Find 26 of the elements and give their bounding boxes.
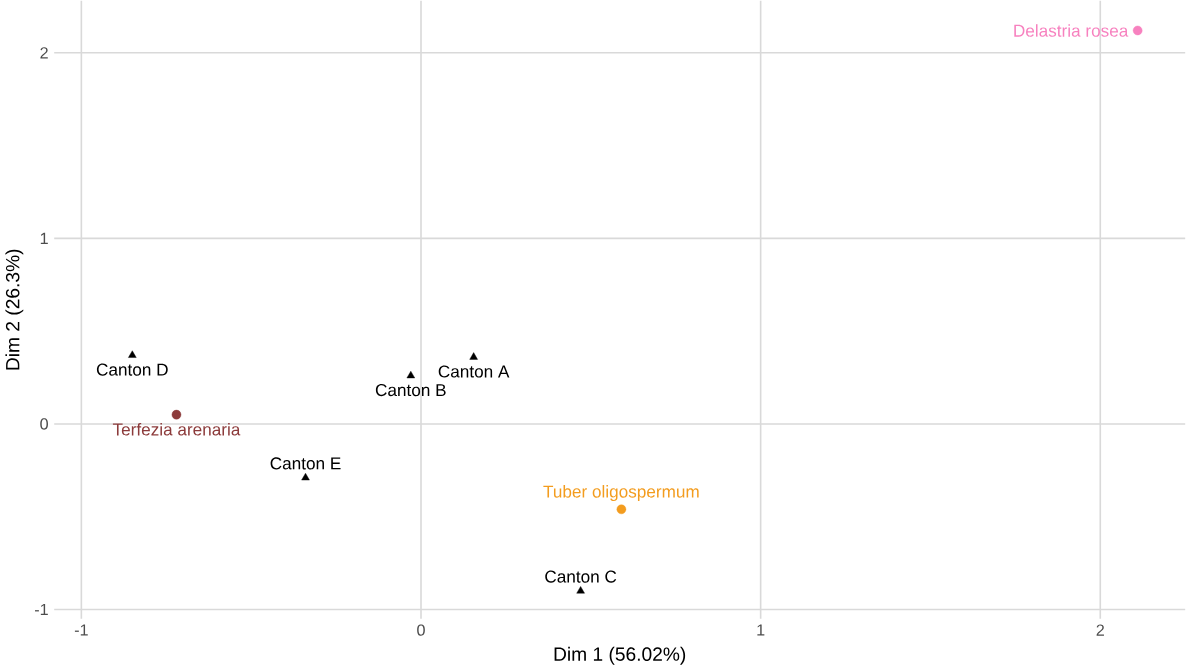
y-axis-title: Dim 2 (26.3%)	[5, 249, 24, 370]
point	[1132, 25, 1143, 36]
point	[576, 586, 585, 594]
series-label: Canton B	[375, 383, 446, 397]
series-label: Canton A	[438, 365, 510, 378]
x-tick-label: 0	[417, 624, 425, 636]
point	[128, 350, 137, 358]
series-label: Canton D	[96, 363, 168, 376]
x-tick-label: -1	[74, 624, 88, 636]
x-axis-title: Dim 1 (56.02%)	[554, 646, 686, 665]
series-label: Tuber oligospermum	[543, 485, 699, 501]
point	[301, 472, 310, 481]
x-tick-label: 1	[757, 624, 765, 636]
series-label: Canton E	[270, 457, 341, 470]
y-tick-label: 0	[40, 418, 48, 430]
series-label: Delastria rosea	[1014, 24, 1129, 37]
x-tick-label: 2	[1096, 624, 1104, 636]
point	[171, 409, 182, 420]
y-tick-label: 2	[40, 47, 48, 59]
series-label: Terfezia arenaria	[112, 422, 241, 436]
point	[406, 370, 415, 379]
point	[616, 504, 627, 515]
series-label: Canton C	[545, 570, 617, 583]
y-tick-label: -1	[34, 603, 48, 616]
y-tick-label: 1	[40, 232, 48, 244]
point	[469, 352, 478, 360]
